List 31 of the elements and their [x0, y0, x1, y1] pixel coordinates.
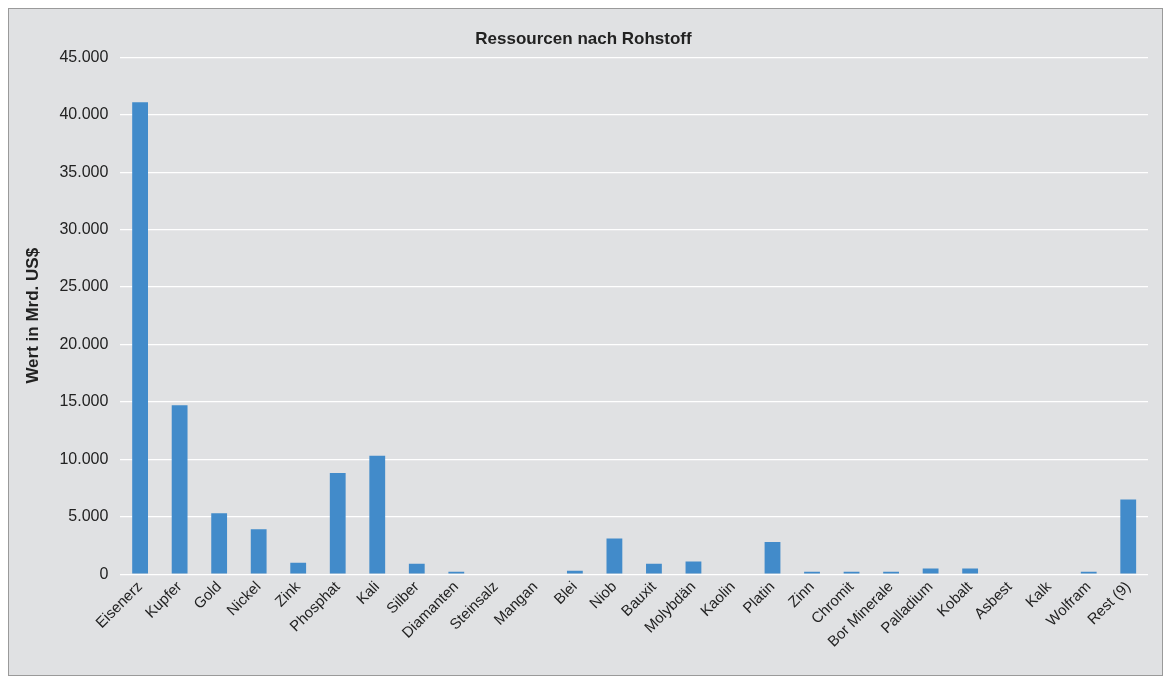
y-tick-label: 5.000 [68, 507, 109, 525]
bar [962, 568, 979, 574]
y-tick-label: 10.000 [59, 449, 109, 467]
x-tick-label: Blei [550, 577, 580, 608]
y-tick-label: 30.000 [59, 220, 109, 238]
y-tick-label: 20.000 [59, 334, 109, 352]
y-tick-label: 35.000 [59, 162, 109, 180]
bar [764, 541, 781, 574]
bar [290, 562, 307, 574]
bar [922, 568, 939, 574]
bar [685, 561, 702, 574]
x-tick-label: Zinn [784, 577, 818, 611]
bar [211, 513, 228, 574]
chart-title: Ressourcen nach Rohstoff [475, 28, 692, 48]
bar [369, 455, 386, 574]
bar [132, 102, 149, 574]
y-tick-label: 45.000 [59, 47, 109, 65]
y-tick-label: 0 [99, 564, 109, 582]
bar [566, 570, 583, 574]
bar [171, 405, 188, 574]
bar [408, 563, 425, 574]
bar [1120, 499, 1137, 574]
y-tick-label: 15.000 [59, 392, 109, 410]
y-axis-title: Wert in Mrd. US$ [22, 247, 42, 384]
bar [250, 529, 267, 574]
x-tick-label: Kali [352, 577, 383, 608]
bar [606, 538, 623, 574]
y-tick-label: 25.000 [59, 277, 109, 295]
bar [329, 473, 346, 574]
bar [646, 563, 662, 574]
y-tick-label: 40.000 [59, 105, 109, 123]
